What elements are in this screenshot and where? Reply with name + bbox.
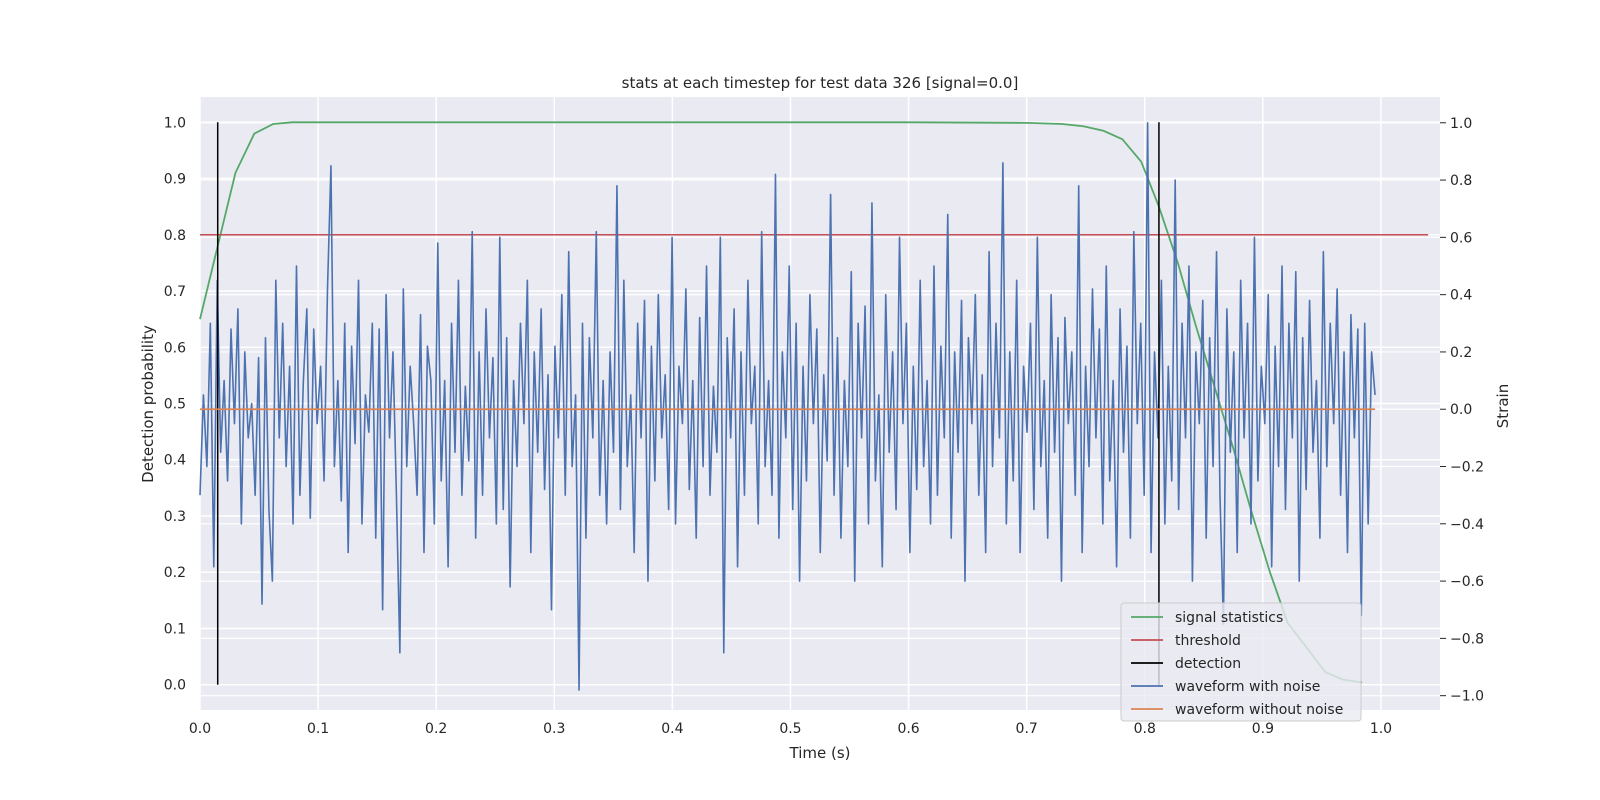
y2-tick-label: −0.4 [1450, 517, 1484, 533]
y2-axis-label: Strain [1494, 384, 1512, 428]
y2-tick-label: 1.0 [1450, 116, 1472, 132]
x-axis: 0.0 0.1 0.2 0.3 0.4 0.5 0.6 0.7 0.8 0.9 1.0 [189, 721, 1392, 737]
chart-title: stats at each timestep for test data 326… [622, 74, 1019, 92]
y-tick-label: 0.6 [164, 340, 186, 356]
legend: signal statistics threshold detection wavef… [1120, 602, 1362, 722]
x-axis-label: Time (s) [789, 744, 851, 762]
x-tick-label: 0.8 [1134, 721, 1156, 737]
y2-tick-label: 0.2 [1450, 345, 1472, 361]
y-tick-label: 0.3 [164, 509, 186, 525]
y-tick-label: 0.7 [164, 284, 186, 300]
y-tick-label: 0.4 [164, 453, 186, 469]
x-tick-label: 0.2 [425, 721, 447, 737]
y-tick-label: 1.0 [164, 115, 186, 131]
y-tick-label: 0.8 [164, 228, 186, 244]
x-tick-label: 0.3 [543, 721, 565, 737]
y2-tick-label: 0.8 [1450, 173, 1472, 189]
y-axis-left: 0.0 0.1 0.2 0.3 0.4 0.5 0.6 0.7 0.8 0.9 1.0 [164, 115, 186, 693]
series-layer [199, 121, 1429, 691]
x-tick-label: 0.7 [1016, 721, 1038, 737]
y2-tick-label: 0.4 [1450, 288, 1472, 304]
x-tick-label: 0.4 [661, 721, 683, 737]
y-tick-label: 0.0 [164, 678, 186, 694]
x-tick-label: 0.6 [897, 721, 919, 737]
y-tick-label: 0.2 [164, 565, 186, 581]
y-tick-label: 0.5 [164, 397, 186, 413]
series-signal-statistics [199, 121, 1363, 684]
legend-box [1120, 602, 1362, 722]
y2-tick-label: 0.6 [1450, 230, 1472, 246]
legend-label: threshold [1175, 633, 1241, 649]
y2-tick-label: −0.6 [1450, 574, 1484, 590]
legend-label: waveform without noise [1175, 702, 1343, 718]
x-tick-label: 0.1 [307, 721, 329, 737]
x-tick-label: 1.0 [1370, 721, 1392, 737]
y2-tick-label: −0.2 [1450, 460, 1484, 476]
legend-label: detection [1175, 656, 1241, 672]
y2-tick-label: 0.0 [1450, 402, 1472, 418]
legend-label: waveform with noise [1175, 679, 1320, 695]
series-waveform-with-noise [199, 121, 1376, 691]
y-tick-label: 0.9 [164, 172, 186, 188]
y-axis-label: Detection probability [139, 325, 157, 483]
x-tick-label: 0.5 [779, 721, 801, 737]
y-tick-label: 0.1 [164, 621, 186, 637]
y2-tick-label: −1.0 [1450, 689, 1484, 705]
y2-tick-label: −0.8 [1450, 631, 1484, 647]
y-axis-right: −1.0 −0.8 −0.6 −0.4 −0.2 0.0 0.2 0.4 0.6 0.8 1.0 [1440, 116, 1484, 705]
x-tick-label: 0.9 [1252, 721, 1274, 737]
legend-label: signal statistics [1175, 610, 1283, 626]
x-tick-label: 0.0 [189, 721, 211, 737]
